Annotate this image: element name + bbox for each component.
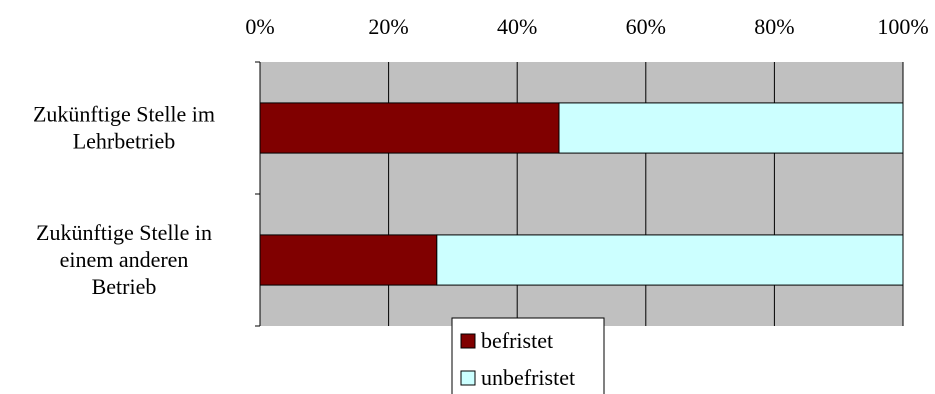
x-tick-label: 60% <box>626 14 666 39</box>
bar-segment-unbefristet <box>558 102 904 154</box>
legend-box <box>451 317 605 394</box>
category-label-line: Zukünftige Stelle in <box>36 220 212 245</box>
legend-swatch-befristet <box>460 333 476 349</box>
category-label: Zukünftige Stelle in einem anderen Betrieb <box>36 220 212 299</box>
legend-label-befristet: befristet <box>481 328 553 353</box>
category-axis <box>255 61 261 327</box>
bar-segment-befristet <box>259 234 438 286</box>
bar-segment-unbefristet <box>436 234 904 286</box>
x-tick-label: 40% <box>497 14 537 39</box>
legend: befristet unbefristet <box>451 317 605 394</box>
legend-swatch-unbefristet <box>460 370 476 386</box>
x-tick-label: 80% <box>754 14 794 39</box>
bar-segment-befristet <box>259 102 560 154</box>
legend-label-unbefristet: unbefristet <box>481 365 575 390</box>
category-label-line: Betrieb <box>92 274 157 299</box>
category-label-line: einem anderen <box>60 247 189 272</box>
plot-area <box>260 62 903 326</box>
x-tick-label: 20% <box>368 14 408 39</box>
category-label-line: Zukünftige Stelle im <box>33 102 215 127</box>
bars <box>259 102 904 286</box>
category-labels: Zukünftige Stelle im LehrbetriebZukünftig… <box>33 102 215 300</box>
x-axis-tick-labels: 0% 20% 40% 60% 80% 100% <box>245 14 928 39</box>
category-label: Zukünftige Stelle im Lehrbetrieb <box>33 102 215 154</box>
x-tick-label: 0% <box>245 14 274 39</box>
x-tick-label: 100% <box>877 14 928 39</box>
category-label-line: Lehrbetrieb <box>73 129 176 154</box>
